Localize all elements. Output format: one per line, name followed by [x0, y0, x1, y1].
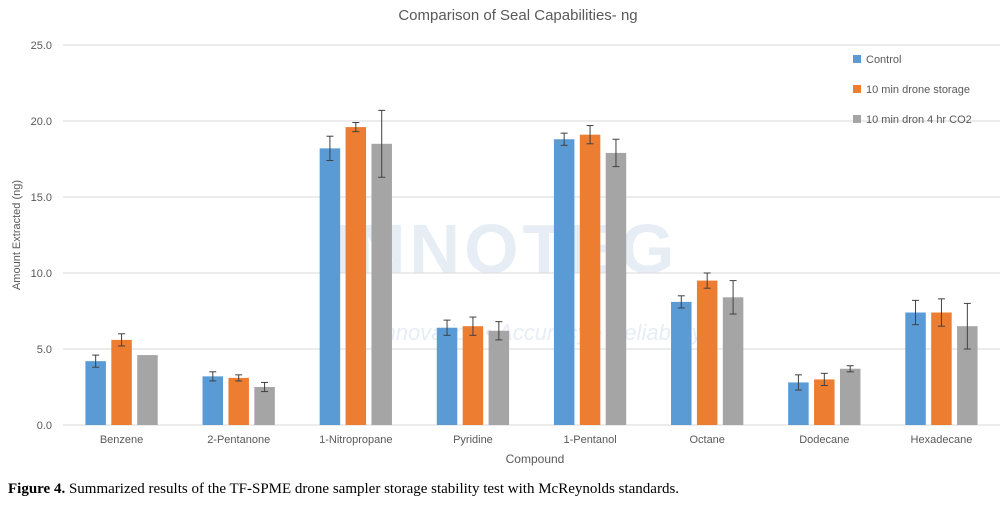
bar	[319, 148, 341, 426]
bar-chart: INNOTEG Innovation • Accuracy • Reliabil…	[11, 7, 1000, 466]
watermark-tagline: Innovation • Accuracy • Reliability	[377, 320, 704, 345]
x-tick-labels: Benzene 2-Pentanone 1-Nitropropane Pyridine…	[100, 434, 972, 446]
bar	[839, 368, 861, 425]
bar	[696, 280, 718, 425]
x-tick-label: Hexadecane	[911, 434, 973, 446]
bar	[905, 312, 926, 425]
y-tick-label: 10.0	[31, 268, 52, 280]
y-axis-label: Amount Extracted (ng)	[11, 180, 23, 290]
bar	[814, 379, 835, 425]
bar	[671, 301, 692, 425]
y-tick-label: 0.0	[37, 420, 52, 432]
bar	[488, 330, 510, 425]
x-tick-label: 2-Pentanone	[207, 434, 270, 446]
bar	[579, 134, 601, 425]
legend-swatch	[853, 85, 861, 93]
legend-swatch	[853, 115, 861, 123]
x-tick-label: Benzene	[100, 434, 143, 446]
x-axis-label: Compound	[506, 452, 565, 466]
y-tick-label: 15.0	[31, 192, 52, 204]
legend-label: Control	[866, 54, 901, 66]
bar	[111, 339, 132, 425]
bar	[722, 297, 744, 425]
bar	[957, 326, 978, 425]
bar	[85, 361, 106, 425]
bar	[371, 143, 392, 426]
y-tick-labels: 0.0 5.0 10.0 15.0 20.0 25.0	[31, 40, 52, 432]
bar	[931, 312, 952, 425]
bar	[228, 377, 249, 425]
bar	[137, 355, 158, 425]
legend: Control 10 min drone storage 10 min dron 4…	[853, 54, 972, 126]
y-tick-label: 5.0	[37, 344, 52, 356]
x-tick-label: Pyridine	[453, 434, 493, 446]
legend-swatch	[853, 55, 861, 63]
x-tick-label: 1-Nitropropane	[319, 434, 392, 446]
x-tick-label: Dodecane	[799, 434, 849, 446]
bar	[553, 139, 575, 426]
bar	[605, 152, 627, 426]
bar	[254, 387, 275, 425]
x-tick-label: Octane	[689, 434, 724, 446]
caption-text: Summarized results of the TF-SPME drone …	[65, 481, 680, 497]
chart-title: Comparison of Seal Capabilities- ng	[398, 7, 637, 24]
caption-label: Figure 4.	[8, 481, 66, 497]
bar	[345, 127, 367, 425]
bar	[436, 327, 458, 425]
figure-caption: Figure 4. Summarized results of the TF-S…	[8, 481, 998, 498]
legend-label: 10 min drone storage	[866, 84, 970, 96]
y-tick-label: 25.0	[31, 40, 52, 52]
bar	[202, 376, 224, 425]
bar	[788, 382, 809, 425]
bar	[462, 326, 484, 425]
y-tick-label: 20.0	[31, 116, 52, 128]
bars	[85, 109, 978, 426]
x-tick-label: 1-Pentanol	[563, 434, 616, 446]
legend-label: 10 min dron 4 hr CO2	[866, 114, 972, 126]
